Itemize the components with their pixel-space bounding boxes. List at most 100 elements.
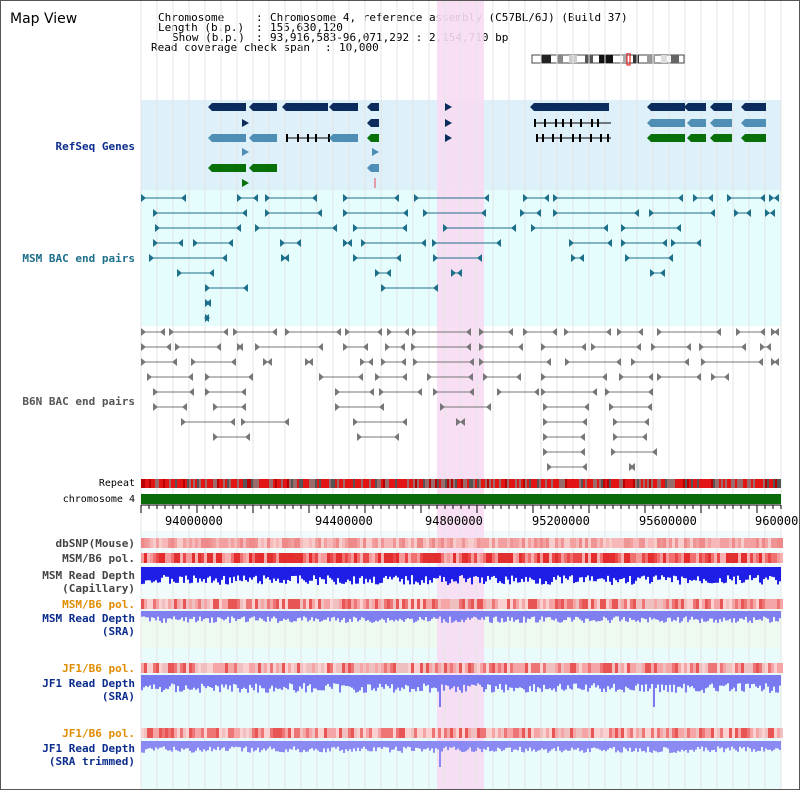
heat-cell	[495, 728, 498, 738]
heat-cell	[660, 728, 663, 738]
heat-cell	[507, 538, 510, 548]
heat-cell	[444, 728, 447, 738]
track-label-dbsnp[interactable]: dbSNP(Mouse)	[55, 537, 135, 550]
heat-cell	[156, 599, 159, 609]
depth-bar	[607, 567, 609, 576]
heat-cell	[534, 728, 537, 738]
heat-cell	[447, 728, 450, 738]
depth-bar	[625, 675, 627, 687]
depth-bar	[233, 567, 235, 577]
heat-cell	[357, 728, 360, 738]
heat-cell	[651, 553, 654, 563]
heat-cell	[633, 538, 636, 548]
heat-cell	[723, 553, 726, 563]
depth-bar	[535, 741, 537, 752]
gene-exon	[307, 134, 309, 142]
track-label-b6n-bac[interactable]: B6N BAC end pairs	[22, 395, 135, 408]
track-label-jf1-b6-pol-trim[interactable]: JF1/B6 pol.	[62, 727, 135, 740]
depth-bar	[385, 567, 387, 577]
depth-bar	[183, 675, 185, 690]
depth-bar	[285, 567, 287, 584]
heat-cell	[384, 728, 387, 738]
depth-bar	[563, 741, 565, 751]
heat-cell	[684, 728, 687, 738]
heat-cell	[750, 599, 753, 609]
heat-cell	[612, 728, 615, 738]
heat-cell	[222, 663, 225, 673]
depth-bar	[673, 675, 675, 685]
heat-cell	[624, 553, 627, 563]
track-label-jf1-depth-trim[interactable]: JF1 Read Depth	[42, 742, 135, 755]
depth-bar	[621, 675, 623, 690]
track-label-refseq[interactable]: RefSeq Genes	[55, 140, 135, 153]
depth-bar	[755, 611, 757, 621]
track-label-jf1-b6-pol[interactable]: JF1/B6 pol.	[62, 662, 135, 675]
track-label-jf1-depth[interactable]: JF1 Read Depth	[42, 677, 135, 690]
depth-bar	[193, 741, 195, 753]
heat-cell	[708, 538, 711, 548]
track-label-msm-b6-pol[interactable]: MSM/B6 pol.	[62, 552, 135, 565]
heat-cell	[234, 728, 237, 738]
track-label-msm-bac[interactable]: MSM BAC end pairs	[22, 252, 135, 265]
heat-cell	[720, 728, 723, 738]
repeat-segment	[291, 479, 293, 488]
heat-cell	[156, 553, 159, 563]
heat-cell	[183, 553, 186, 563]
gene-strand-arrow	[710, 103, 714, 111]
track-label-msm-depth-sra[interactable]: MSM Read Depth	[42, 612, 135, 625]
depth-bar	[329, 611, 331, 622]
depth-bar	[151, 675, 153, 689]
gene-strand-arrow	[647, 119, 651, 127]
depth-bar	[525, 611, 527, 623]
bac-end-marker	[205, 284, 210, 292]
heat-cell	[768, 728, 771, 738]
heat-cell	[771, 553, 774, 563]
bac-end-marker	[649, 209, 654, 217]
heat-cell	[690, 663, 693, 673]
heat-cell	[309, 663, 312, 673]
heat-cell	[636, 599, 639, 609]
depth-bar	[483, 611, 485, 620]
repeat-segment	[471, 479, 473, 488]
axis-tick-label: 95600000	[639, 514, 697, 528]
depth-bar	[243, 675, 245, 688]
heat-cell	[690, 599, 693, 609]
depth-bar	[571, 675, 573, 690]
bac-end-marker	[381, 358, 386, 366]
track-label-msm-b6-pol-sra[interactable]: MSM/B6 pol.	[62, 598, 135, 611]
depth-bar	[269, 611, 271, 622]
repeat-segment	[149, 479, 151, 488]
repeat-segment	[557, 479, 559, 488]
depth-bar	[331, 611, 333, 618]
depth-bar	[565, 567, 567, 579]
heat-cell	[411, 728, 414, 738]
repeat-segment	[143, 479, 145, 488]
depth-bar	[149, 611, 151, 622]
bac-end-marker	[253, 194, 258, 202]
heat-cell	[444, 538, 447, 548]
heat-cell	[687, 728, 690, 738]
depth-bar	[331, 675, 333, 689]
heat-cell	[336, 599, 339, 609]
repeat-segment	[461, 479, 463, 488]
heat-cell	[216, 553, 219, 563]
depth-bar	[541, 741, 543, 749]
depth-bar	[467, 567, 469, 579]
track-label-msm-depth-cap[interactable]: MSM Read Depth	[42, 569, 135, 582]
gene-strand-arrow	[367, 164, 371, 172]
depth-bar	[153, 567, 155, 582]
bac-end-marker	[308, 358, 313, 366]
depth-bar	[423, 741, 425, 750]
depth-bar	[179, 741, 181, 752]
depth-bar	[381, 741, 383, 749]
heat-cell	[270, 538, 273, 548]
repeat-segment	[435, 479, 437, 488]
depth-bar	[445, 675, 447, 686]
heat-cell	[735, 663, 738, 673]
heat-cell	[774, 728, 777, 738]
depth-bar	[381, 567, 383, 583]
depth-bar	[637, 567, 639, 578]
repeat-segment	[603, 479, 605, 488]
heat-cell	[609, 663, 612, 673]
